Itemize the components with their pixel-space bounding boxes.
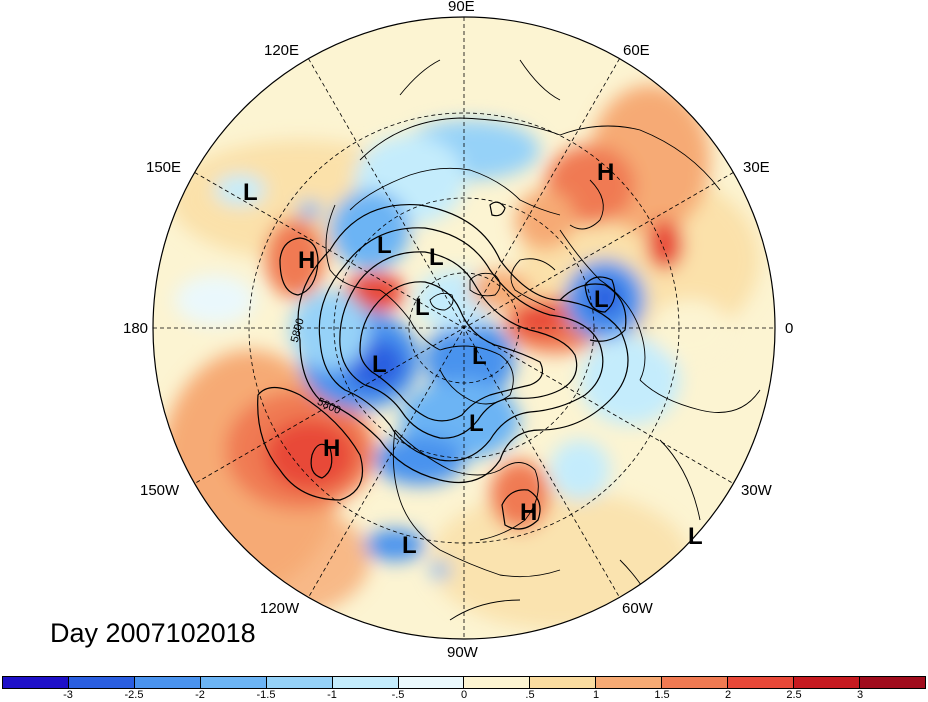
lon-label-120w: 120W [260,600,300,617]
height-contours [257,201,629,530]
colorbar-swatch [398,677,465,688]
lon-label-120e: 120E [264,42,300,59]
colorbar-labels: -3 -2.5 -2 -1.5 -1 -.5 0 .5 1 1.5 2 2.5 3 [2,689,926,702]
colorbar-tick-label: 2 [724,689,732,701]
colorbar-tick-label: 1.5 [654,689,670,701]
colorbar-tick-label: -.5 [391,689,405,701]
pressure-centers: H H H H L L L L L L L L L L [243,159,703,559]
low-pressure-marker: L [469,410,484,437]
colorbar-tick-label: -2 [195,689,205,701]
colorbar-tick-label: 3 [856,689,864,701]
colorbar-swatch [859,677,925,688]
lon-label-30e: 30E [743,159,770,176]
low-pressure-marker: L [594,286,609,313]
colorbar [2,676,926,689]
lon-label-60w: 60W [622,600,653,617]
colorbar-tick-label: 1 [592,689,600,701]
lon-label-150e: 150E [146,159,182,176]
day-label: Day 2007102018 [50,618,256,648]
meridians [153,17,775,639]
low-pressure-marker: L [377,232,392,259]
high-pressure-marker: H [520,499,537,526]
high-pressure-marker: H [597,159,614,186]
lon-label-90e: 90E [448,0,475,15]
colorbar-swatch [794,677,860,688]
lon-label-180: 180 [123,320,149,337]
low-pressure-marker: L [429,244,444,271]
colorbar-swatch [596,677,663,688]
colorbar-tick-label: -1.5 [256,689,276,701]
colorbar-swatch [200,677,267,688]
low-pressure-marker: L [402,532,417,559]
high-pressure-marker: H [323,435,340,462]
lon-label-90w: 90W [447,644,478,661]
colorbar-tick-label: -3 [63,689,73,701]
colorbar-swatch [332,677,399,688]
colorbar-tick-label: -2.5 [124,689,144,701]
coastlines [325,59,761,621]
colorbar-swatch [266,677,333,688]
high-pressure-marker: H [298,247,315,274]
lon-label-0: 0 [785,320,794,337]
colorbar-tick-label: .5 [525,689,535,701]
colorbar-swatch [68,677,135,688]
colorbar-tick-label: 2.5 [786,689,802,701]
colorbar-swatch [530,677,597,688]
low-pressure-marker: L [243,179,258,206]
lon-label-150w: 150W [140,482,180,499]
colorbar-swatch [3,677,69,688]
low-pressure-marker: L [415,294,430,321]
colorbar-swatch [728,677,795,688]
colorbar-swatch [134,677,201,688]
low-pressure-marker: L [372,351,387,378]
colorbar-tick-label: -1 [327,689,337,701]
colorbar-swatch [662,677,729,688]
lon-label-30w: 30W [741,482,772,499]
low-pressure-marker: L [688,523,703,550]
colorbar-swatch [464,677,531,688]
polar-stereographic-map: 5800 5800 H H H H L L L L L L L L L L [152,16,776,640]
colorbar-tick-label: 0 [460,689,468,701]
lon-label-60e: 60E [623,42,650,59]
low-pressure-marker: L [472,343,487,370]
